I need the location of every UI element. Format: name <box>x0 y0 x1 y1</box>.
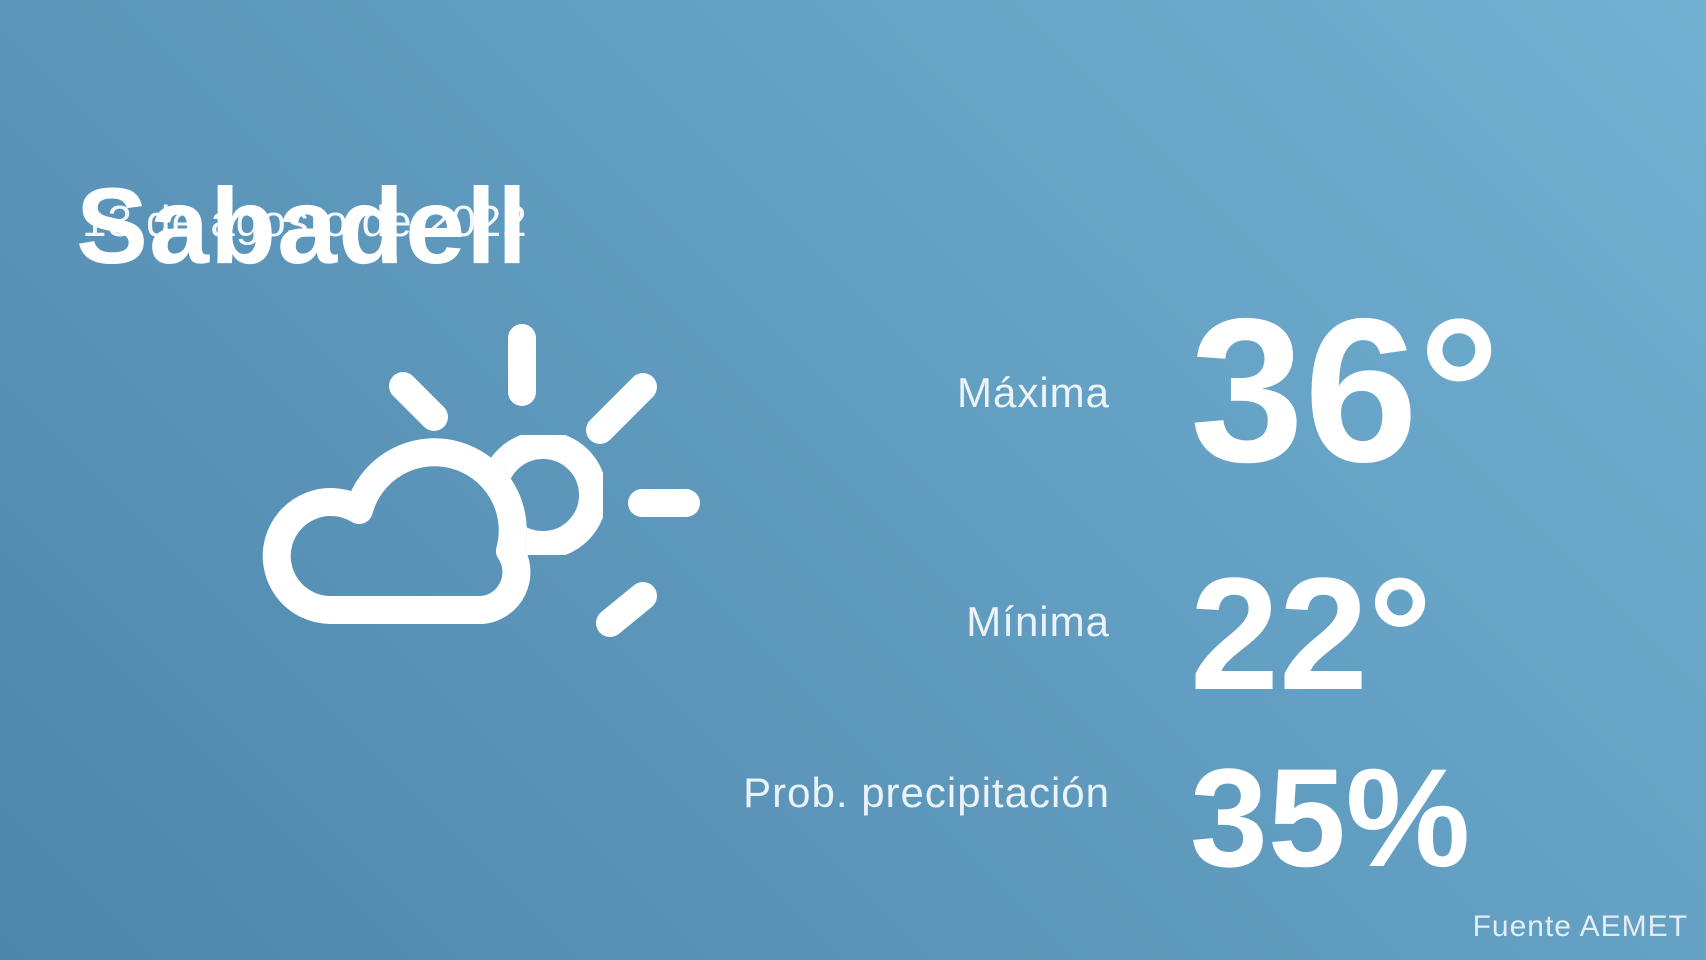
sun-ray-down-right <box>596 582 657 637</box>
partly-cloudy-icon <box>262 324 700 637</box>
max-temp-label: Máxima <box>956 369 1110 416</box>
precipitation-probability-label: Prob. precipitación <box>743 769 1110 816</box>
source-attribution: Fuente AEMET <box>1472 910 1688 943</box>
min-temp-value: 22° <box>1190 544 1432 723</box>
location-title: Sabadell <box>76 165 529 287</box>
sun-ray-up-right <box>586 373 657 444</box>
min-temp-label: Mínima <box>966 598 1110 645</box>
sun-ray-up-left <box>389 372 448 431</box>
date-text: 13 de agosto de 2022 <box>82 197 528 246</box>
max-temp-value: 36° <box>1190 276 1501 505</box>
precipitation-probability-value: 35% <box>1190 739 1471 896</box>
cloud-icon <box>262 438 531 624</box>
